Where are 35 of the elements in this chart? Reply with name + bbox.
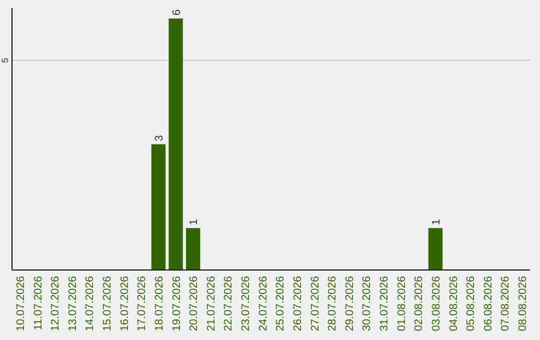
x-tick-label: 13.07.2026: [66, 276, 79, 332]
x-tick-label: 21.07.2026: [205, 276, 218, 332]
x-tick-label: 08.08.2026: [517, 276, 530, 332]
y-tick-label: 5: [0, 58, 10, 63]
data-label: 3: [153, 135, 166, 142]
x-tick-label: 03.08.2026: [430, 276, 442, 332]
x-tick-label: 01.08.2026: [396, 276, 408, 332]
x-tick-label: 12.07.2026: [50, 276, 62, 332]
x-tick-label: 26.07.2026: [292, 276, 304, 332]
x-tick-label: 30.07.2026: [361, 276, 374, 332]
x-tick-label: 25.07.2026: [274, 276, 287, 332]
x-tick-label: 02.08.2026: [413, 276, 426, 332]
data-label: 1: [188, 218, 200, 226]
x-tick-label: 17.07.2026: [136, 276, 148, 332]
x-tick-label: 07.08.2026: [500, 276, 512, 332]
x-tick-label: 27.07.2026: [309, 276, 322, 332]
x-tick-label: 29.07.2026: [344, 276, 356, 332]
x-tick-label: 31.07.2026: [378, 276, 391, 332]
data-label: 1: [430, 218, 442, 226]
x-tick-label: 04.08.2026: [448, 276, 460, 332]
x-tick-label: 15.07.2026: [102, 276, 114, 332]
x-tick-label: 19.07.2026: [170, 276, 183, 332]
x-tick-label: 24.07.2026: [257, 276, 270, 332]
x-tick-label: 10.07.2026: [14, 276, 27, 332]
x-tick-label: 16.07.2026: [118, 276, 131, 332]
x-tick-label: 20.07.2026: [188, 276, 200, 332]
x-tick-label: 05.08.2026: [465, 276, 478, 332]
x-tick-label: 06.08.2026: [482, 276, 494, 332]
x-tick-label: 23.07.2026: [240, 276, 252, 332]
x-tick-label: 11.07.2026: [32, 276, 44, 330]
x-tick-label: 22.07.2026: [222, 276, 235, 332]
data-label: 6: [170, 9, 183, 16]
x-tick-label: 28.07.2026: [326, 276, 339, 332]
x-tick-label: 14.07.2026: [84, 276, 96, 332]
x-tick-label: 18.07.2026: [153, 276, 166, 332]
